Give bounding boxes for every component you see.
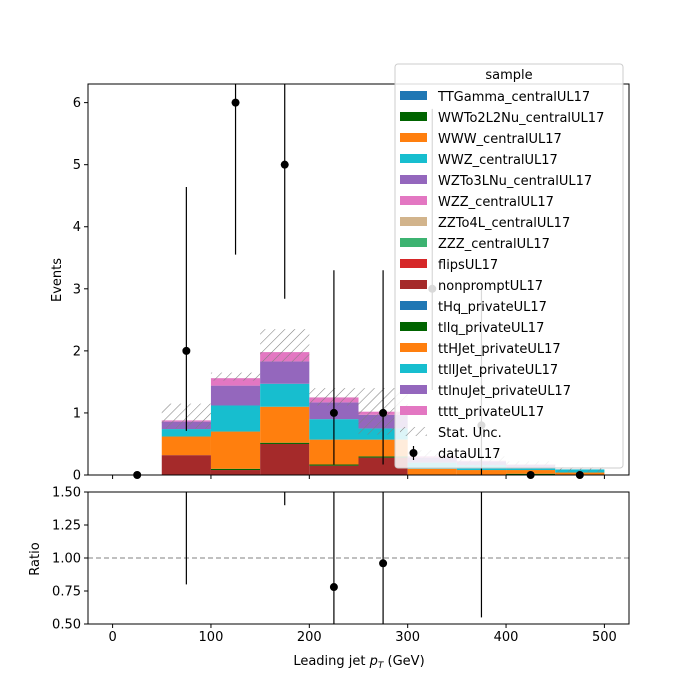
y-tick-label-top-3: 3 <box>73 282 81 297</box>
x-tick-label-1: 100 <box>199 630 224 645</box>
stat-unc-3 <box>260 329 310 363</box>
x-axis-label-sub: T <box>378 661 385 671</box>
y-tick-label-bottom-3: 1.25 <box>52 519 81 534</box>
legend-title: sample <box>485 68 532 83</box>
legend-swatch-11 <box>400 322 427 331</box>
bar-nonpromptUL17-4 <box>309 465 359 475</box>
x-tick-label-0: 0 <box>108 630 116 645</box>
y-tick-label-top-6: 6 <box>73 96 81 111</box>
legend-label-1: WWTo2L2Nu_centralUL17 <box>438 111 604 126</box>
legend-label-8: flipsUL17 <box>438 258 498 273</box>
y-axis-label-top: Events <box>50 258 65 302</box>
legend-swatch-10 <box>400 301 427 310</box>
bar-ttHJet_privateUL17-3 <box>260 406 310 443</box>
ratio-points <box>88 492 629 624</box>
legend-label-11: tllq_privateUL17 <box>438 321 544 336</box>
legend-swatch-4 <box>400 175 427 184</box>
y-tick-label-top-0: 0 <box>73 469 81 484</box>
bar-ttllJet_privateUL17-3 <box>260 383 310 407</box>
bar-ttHJet_privateUL17-1 <box>161 436 211 456</box>
legend-swatch-1 <box>400 112 427 121</box>
y-tick-label-top-4: 4 <box>73 220 81 235</box>
y-tick-label-top-2: 2 <box>73 344 81 359</box>
top-panel-frame <box>87 83 630 476</box>
legend-label-0: TTGamma_centralUL17 <box>437 90 590 105</box>
bar-ttlnuJet_privateUL17-2 <box>210 385 261 406</box>
y-tick-label-bottom-4: 1.50 <box>52 486 81 501</box>
legend-swatch-5 <box>400 196 427 205</box>
legend-label-4: WZTo3LNu_centralUL17 <box>438 174 592 189</box>
x-tick-label-2: 200 <box>297 630 322 645</box>
legend-label-15: tttt_privateUL17 <box>438 405 544 420</box>
legend-swatch-12 <box>400 343 427 352</box>
x-axis-label: Leading jet pT (GeV) <box>293 654 424 671</box>
x-axis-label-main: Leading jet <box>293 654 369 669</box>
x-axis-label-p: p <box>369 654 378 669</box>
data-point-1 <box>182 346 191 355</box>
bar-ttHJet_privateUL17-6 <box>407 468 457 475</box>
legend-label-5: WZZ_centralUL17 <box>438 195 554 210</box>
bar-ttllJet_privateUL17-2 <box>210 405 261 432</box>
x-tick-label-3: 300 <box>395 630 420 645</box>
bar-nonpromptUL17-1 <box>161 455 211 475</box>
legend-label-13: ttllJet_privateUL17 <box>438 363 558 378</box>
legend-box <box>394 63 624 469</box>
bar-tllq_privateUL17-3 <box>260 442 310 444</box>
bar-ttlnuJet_privateUL17-3 <box>260 361 310 384</box>
legend-label-stat-unc: Stat. Unc. <box>438 426 502 441</box>
legend-swatch-8 <box>400 259 427 268</box>
x-axis-label-unit: (GeV) <box>383 654 424 669</box>
legend-label-10: tHq_privateUL17 <box>438 300 547 315</box>
legend-label-data: dataUL17 <box>438 447 501 462</box>
legend-swatch-9 <box>400 280 427 289</box>
legend-label-2: WWW_centralUL17 <box>438 132 562 147</box>
data-point-5 <box>379 408 388 417</box>
stat-unc-2 <box>210 372 261 381</box>
bar-tllq_privateUL17-2 <box>210 468 261 471</box>
bar-ttHJet_privateUL17-2 <box>210 431 261 469</box>
y-tick-label-bottom-0: 0.50 <box>52 618 81 633</box>
legend: sample TTGamma_centralUL17 WWTo2L2Nu_centr… <box>394 63 624 469</box>
legend-swatch-15 <box>400 406 427 415</box>
legend-label-14: ttlnuJet_privateUL17 <box>438 384 571 399</box>
legend-swatch-13 <box>400 364 427 373</box>
y-axis-label-bottom: Ratio <box>28 542 43 575</box>
ratio-point-4 <box>379 559 388 568</box>
legend-swatch-14 <box>400 385 427 394</box>
y-tick-label-top-5: 5 <box>73 158 81 173</box>
bar-tllq_privateUL17-4 <box>309 464 359 466</box>
legend-label-12: ttHJet_privateUL17 <box>438 342 561 357</box>
legend-swatch-2 <box>400 133 427 142</box>
bar-ttllJet_privateUL17-1 <box>161 429 211 437</box>
data-point-2 <box>231 98 240 107</box>
bar-nonpromptUL17-2 <box>210 470 261 475</box>
legend-swatch-7 <box>400 238 427 247</box>
legend-label-6: ZZTo4L_centralUL17 <box>438 216 570 231</box>
y-tick-label-bottom-2: 1.00 <box>52 552 81 567</box>
bar-nonpromptUL17-3 <box>260 443 310 475</box>
legend-label-9: nonpromptUL17 <box>438 279 543 294</box>
legend-swatch-0 <box>400 91 427 100</box>
legend-swatch-3 <box>400 154 427 163</box>
x-tick-label-4: 400 <box>494 630 519 645</box>
bar-tttt_privateUL17-2 <box>210 378 261 386</box>
y-tick-label-bottom-1: 0.75 <box>52 585 81 600</box>
data-point-3 <box>280 160 289 169</box>
legend-data-marker <box>409 449 418 457</box>
legend-label-7: ZZZ_centralUL17 <box>438 237 550 252</box>
data-point-4 <box>329 408 338 417</box>
y-tick-label-top-1: 1 <box>73 406 81 421</box>
ratio-point-3 <box>329 583 338 592</box>
axes: 0 100 200 300 400 500 0 1 2 3 4 5 6 0.50 0.75 1.00 1.25 1… <box>52 96 617 645</box>
stat-unc-9 <box>555 466 605 472</box>
legend-swatch-6 <box>400 217 427 226</box>
legend-label-3: WWZ_centralUL17 <box>438 153 558 168</box>
legend-swatch-stat-unc <box>400 427 427 436</box>
x-tick-label-5: 500 <box>592 630 617 645</box>
